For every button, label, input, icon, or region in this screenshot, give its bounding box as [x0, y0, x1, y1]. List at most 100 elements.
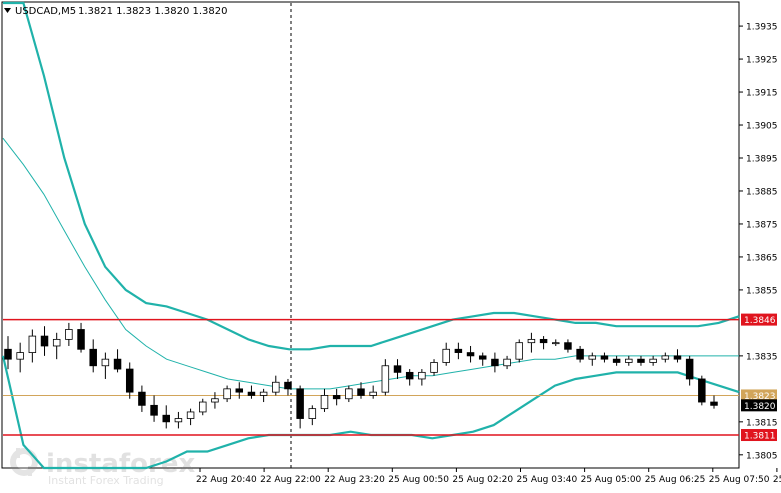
y-tick-label: 1.3815: [746, 418, 778, 428]
y-tick-label: 1.3875: [746, 220, 778, 230]
candle: [539, 336, 548, 350]
candle: [4, 336, 12, 370]
candle-body: [381, 365, 390, 393]
price-tag-text: 1.3846: [744, 316, 776, 326]
candle: [174, 411, 183, 429]
candle: [345, 385, 353, 403]
x-tick-label: 25 Aug 07:50: [709, 475, 770, 485]
candle: [588, 352, 597, 366]
candle-body: [491, 358, 499, 367]
candle-body: [150, 404, 158, 416]
price-tag-bg: [741, 429, 777, 442]
candle-body: [125, 368, 134, 393]
candle-body: [4, 348, 12, 360]
price-tag-text: 1.3823: [744, 392, 776, 402]
candle: [381, 359, 390, 396]
instaforex-logo-icon: [10, 448, 38, 476]
candle-body: [661, 355, 670, 360]
candle: [186, 408, 195, 426]
candle: [89, 339, 97, 373]
candle: [625, 355, 633, 366]
price-tag-red-level: 1.3811: [741, 429, 777, 442]
price-tag-bg: [741, 389, 777, 402]
candle-body: [40, 335, 49, 347]
candle: [698, 375, 706, 406]
candle-body: [77, 329, 85, 350]
candle: [478, 352, 487, 366]
x-tick-label: 25 Aug 05:00: [581, 475, 642, 485]
candle-body: [89, 348, 97, 367]
y-tick-label: 1.3905: [746, 122, 778, 132]
watermark-brand: instaforex: [46, 449, 196, 479]
candle: [65, 322, 73, 346]
candle-body: [296, 388, 304, 419]
candle-body: [710, 401, 718, 406]
candle: [259, 388, 268, 403]
triangle-down-icon[interactable]: [4, 8, 11, 13]
candle-body: [211, 398, 219, 403]
plot-frame: [1, 1, 740, 469]
x-tick-label: 22 Aug 20:40: [196, 475, 257, 485]
candle: [101, 352, 110, 379]
candle: [673, 349, 682, 363]
candle: [332, 388, 341, 406]
candle-body: [685, 358, 694, 380]
candle-body: [430, 362, 438, 373]
candle: [612, 355, 621, 366]
candle-body: [320, 395, 329, 410]
candle-body: [466, 352, 475, 357]
candle-body: [284, 381, 292, 390]
candle-body: [576, 348, 584, 360]
instaforex-watermark: instaforex Instant Forex Trading: [10, 448, 196, 487]
candle-body: [442, 348, 450, 363]
candle: [552, 339, 560, 346]
candle-body: [369, 391, 377, 396]
chart-header[interactable]: USDCAD,M5 1.3821 1.3823 1.3820 1.3820: [4, 6, 228, 17]
candle-body: [418, 371, 426, 380]
candle: [308, 405, 317, 426]
candle-body: [612, 358, 621, 363]
candle: [393, 359, 402, 379]
candle-body: [478, 355, 487, 360]
candle-body: [625, 358, 633, 363]
candle: [125, 362, 134, 399]
x-tick-label: 25 Aug 00:50: [388, 475, 449, 485]
candle-body: [564, 342, 572, 350]
candle-body: [186, 411, 195, 419]
candle: [77, 322, 85, 353]
candle-body: [247, 391, 256, 396]
price-tag-ask-line: 1.3823: [741, 389, 777, 402]
price-tag-bid-current: 1.3820: [741, 399, 777, 412]
candle-body: [174, 418, 183, 423]
candle: [491, 352, 499, 373]
candle: [576, 345, 584, 363]
price-tag-bg: [741, 313, 777, 326]
candle-body: [637, 358, 645, 363]
watermark-tagline: Instant Forex Trading: [48, 474, 164, 487]
price-tag-bg: [741, 399, 777, 412]
candle: [296, 385, 304, 429]
candle: [600, 352, 609, 363]
x-tick-label: 25 Aug 06:25: [645, 475, 706, 485]
candle-body: [101, 358, 110, 367]
candle-body: [272, 381, 280, 393]
candle: [515, 339, 523, 363]
candle: [320, 388, 329, 412]
candle: [649, 355, 657, 366]
candle-body: [332, 395, 341, 400]
candle: [235, 382, 244, 399]
candle: [40, 326, 49, 356]
price-tag-text: 1.3820: [744, 402, 776, 412]
x-tick-label: 25 Aug 03:40: [517, 475, 578, 485]
candle-body: [673, 355, 682, 360]
candle-body: [65, 329, 73, 340]
price-tag-text: 1.3811: [744, 432, 776, 442]
candle: [661, 352, 670, 363]
y-tick-label: 1.3915: [746, 89, 778, 99]
y-tick-label: 1.3885: [746, 187, 778, 197]
candle: [405, 369, 414, 386]
candle-body: [223, 388, 231, 400]
candle-body: [259, 391, 268, 396]
